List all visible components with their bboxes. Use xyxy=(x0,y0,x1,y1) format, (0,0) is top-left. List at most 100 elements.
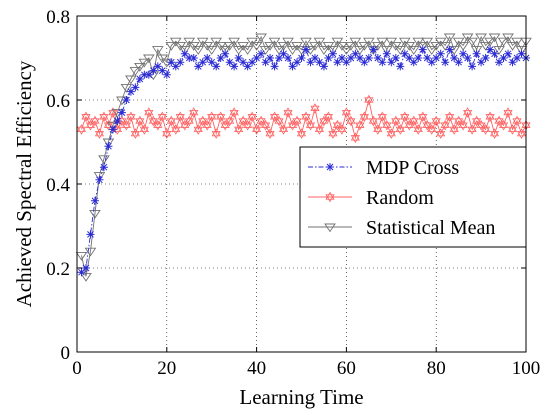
data-point xyxy=(202,119,212,131)
data-point xyxy=(166,115,176,127)
data-point xyxy=(448,46,461,55)
marker-triangle xyxy=(216,111,226,120)
data-point xyxy=(243,62,252,71)
marker-triangle xyxy=(216,114,226,123)
data-point xyxy=(427,124,437,135)
data-point xyxy=(77,268,86,277)
marker-triangle xyxy=(157,114,167,123)
marker-triangle xyxy=(207,114,217,123)
data-point xyxy=(310,103,320,114)
y-tick-label: 0.6 xyxy=(46,91,70,112)
data-point xyxy=(90,196,99,205)
data-point xyxy=(459,49,468,58)
data-point xyxy=(355,119,365,131)
marker-triangle xyxy=(332,119,343,128)
marker-triangle xyxy=(207,111,217,120)
data-point xyxy=(508,58,517,67)
data-point xyxy=(337,124,347,135)
data-point xyxy=(153,119,163,131)
marker-triangle xyxy=(467,126,477,135)
marker-triangle xyxy=(323,114,334,123)
marker-triangle xyxy=(325,194,335,203)
data-point xyxy=(126,111,136,123)
data-point xyxy=(86,230,95,239)
marker-triangle xyxy=(489,128,500,137)
marker-triangle xyxy=(90,118,100,127)
marker-triangle xyxy=(76,126,87,135)
data-point xyxy=(149,66,158,75)
data-point xyxy=(99,111,109,123)
marker-triangle xyxy=(386,130,396,139)
marker-triangle xyxy=(225,115,235,124)
marker-triangle xyxy=(346,118,356,127)
data-point xyxy=(126,87,135,96)
marker-triangle xyxy=(287,122,298,131)
marker-triangle xyxy=(121,122,131,131)
marker-triangle xyxy=(454,118,464,127)
marker-triangle xyxy=(220,119,230,128)
data-point xyxy=(349,37,362,47)
marker-triangle xyxy=(112,126,123,135)
marker-triangle xyxy=(391,118,401,127)
data-point xyxy=(472,115,482,127)
data-point xyxy=(368,115,378,127)
marker-triangle xyxy=(256,115,266,124)
data-point xyxy=(116,96,128,106)
marker-triangle xyxy=(359,114,369,123)
data-point xyxy=(117,115,127,127)
data-point xyxy=(480,124,491,135)
data-point xyxy=(404,119,414,131)
marker-triangle xyxy=(373,124,383,133)
marker-triangle xyxy=(296,130,307,139)
data-point xyxy=(268,37,281,47)
data-point xyxy=(358,41,371,51)
data-point xyxy=(340,46,353,55)
marker-triangle xyxy=(341,107,351,116)
marker-triangle xyxy=(162,130,172,139)
data-point xyxy=(441,58,450,67)
marker-triangle xyxy=(117,115,127,124)
data-point xyxy=(144,70,153,79)
data-point xyxy=(301,111,311,123)
data-point xyxy=(493,46,505,55)
data-point xyxy=(125,75,137,85)
data-point xyxy=(359,111,369,123)
marker-triangle xyxy=(198,115,208,124)
x-tick-label: 0 xyxy=(72,358,82,379)
data-point xyxy=(248,58,257,67)
data-point xyxy=(252,124,262,135)
data-point xyxy=(489,128,500,139)
marker-triangle xyxy=(332,122,343,131)
data-point xyxy=(373,54,382,62)
x-tick-label: 100 xyxy=(512,358,541,379)
marker-triangle xyxy=(485,111,495,120)
data-point xyxy=(266,54,275,62)
data-point xyxy=(432,54,441,62)
data-point xyxy=(176,58,185,67)
data-point xyxy=(488,33,501,43)
marker-triangle xyxy=(498,122,509,131)
data-point xyxy=(319,115,329,127)
data-point xyxy=(421,37,434,47)
marker-triangle xyxy=(274,115,284,124)
marker-triangle xyxy=(498,119,509,128)
data-point xyxy=(274,115,284,127)
data-point xyxy=(300,37,312,47)
data-point xyxy=(407,46,420,55)
data-point xyxy=(234,54,243,62)
data-point xyxy=(345,41,357,51)
marker-triangle xyxy=(310,105,320,114)
marker-triangle xyxy=(418,111,428,120)
data-point xyxy=(416,41,429,51)
data-point xyxy=(220,119,230,131)
data-point xyxy=(369,45,378,54)
legend-label: Statistical Mean xyxy=(366,217,495,239)
data-point xyxy=(314,124,325,135)
marker-triangle xyxy=(431,118,441,127)
data-point xyxy=(373,124,383,135)
marker-triangle xyxy=(180,119,190,128)
marker-triangle xyxy=(485,114,495,123)
data-point xyxy=(516,128,527,139)
marker-triangle xyxy=(184,118,194,127)
data-point xyxy=(160,58,173,68)
